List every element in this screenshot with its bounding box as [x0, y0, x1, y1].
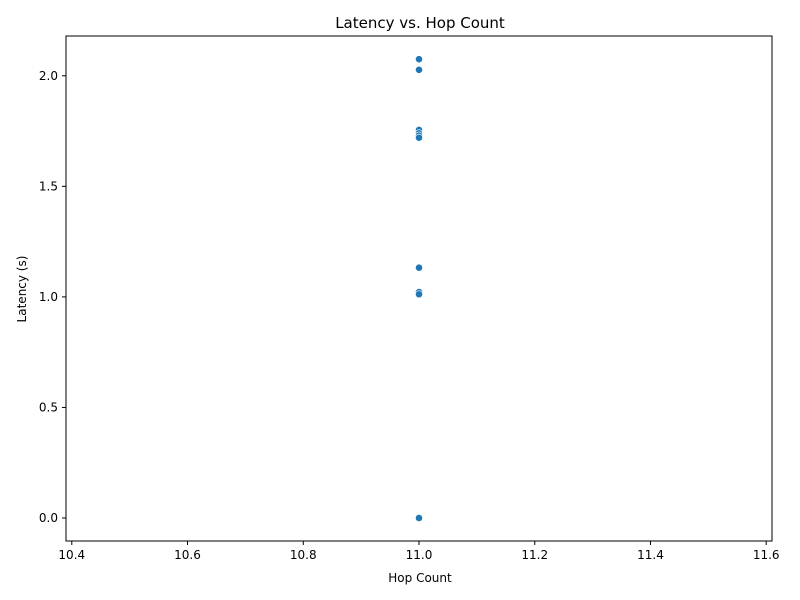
- x-tick-label: 11.0: [406, 548, 433, 562]
- x-tick-label: 10.8: [290, 548, 317, 562]
- y-tick-label: 2.0: [39, 69, 58, 83]
- x-tick-label: 10.4: [58, 548, 85, 562]
- y-axis: 0.0 0.5 1.0 1.5 2.0: [39, 69, 66, 525]
- y-tick-label: 1.0: [39, 290, 58, 304]
- x-tick-label: 11.6: [753, 548, 780, 562]
- scatter-point: [415, 514, 423, 522]
- scatter-point: [415, 55, 423, 64]
- scatter-point: [415, 290, 423, 299]
- scatter-point: [415, 65, 423, 74]
- x-tick-label: 10.6: [174, 548, 201, 562]
- y-axis-label: Latency (s): [15, 256, 29, 323]
- chart-title: Latency vs. Hop Count: [335, 14, 505, 32]
- scatter-point: [415, 133, 423, 142]
- x-axis-label: Hop Count: [388, 571, 452, 585]
- y-tick-label: 1.5: [39, 179, 58, 193]
- scatter-point: [415, 263, 423, 272]
- x-axis: 10.4 10.6 10.8 11.0 11.2 11.4 11.6: [58, 541, 780, 562]
- x-tick-label: 11.4: [637, 548, 664, 562]
- data-points: [415, 55, 423, 522]
- y-tick-label: 0.0: [39, 511, 58, 525]
- y-tick-label: 0.5: [39, 400, 58, 414]
- x-tick-label: 11.2: [521, 548, 548, 562]
